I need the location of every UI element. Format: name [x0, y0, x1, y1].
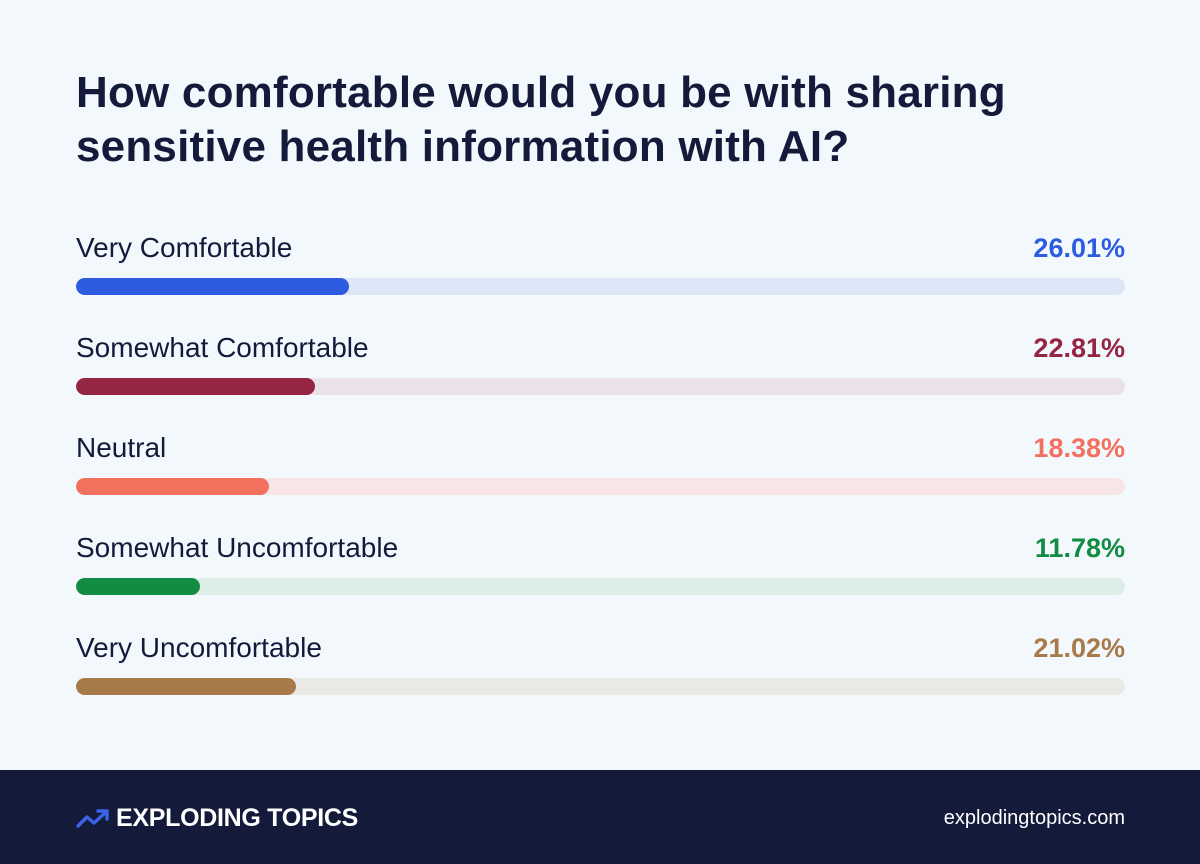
- value-label: 18.38%: [1033, 433, 1125, 463]
- bar-fill: [76, 478, 269, 495]
- bar-row: Somewhat Comfortable 22.81%: [76, 328, 1125, 428]
- category-label: Very Comfortable: [76, 232, 293, 263]
- trend-arrow-icon: [76, 809, 109, 828]
- value-label: 26.01%: [1033, 233, 1125, 263]
- bar-fill: [76, 378, 316, 395]
- bar-row: Very Comfortable 26.01%: [76, 228, 1125, 328]
- category-label: Neutral: [76, 432, 167, 463]
- bar-fill: [76, 678, 297, 695]
- website-link[interactable]: explodingtopics.com: [943, 807, 1125, 829]
- category-label: Somewhat Comfortable: [76, 332, 369, 363]
- chart-title-line-2: sensitive health information with AI?: [76, 122, 850, 171]
- bar-track: [76, 278, 1125, 295]
- bar-track: [76, 478, 1125, 495]
- bar-fill: [76, 278, 349, 295]
- value-label: 22.81%: [1033, 333, 1125, 363]
- category-label: Very Uncomfortable: [76, 632, 322, 663]
- bar-track: [76, 578, 1125, 595]
- bar-row: Very Uncomfortable 21.02%: [76, 628, 1125, 728]
- bar-fill: [76, 578, 200, 595]
- footer: EXPLODING TOPICS explodingtopics.com: [0, 770, 1200, 864]
- bar-chart: Very Comfortable 26.01% Somewhat Comfortab…: [76, 228, 1125, 728]
- value-label: 11.78%: [1034, 533, 1125, 563]
- bar-track: [76, 378, 1125, 395]
- brand-name: EXPLODING TOPICS: [116, 804, 359, 832]
- chart-title: How comfortable would you be with sharin…: [76, 66, 1136, 174]
- bar-row: Somewhat Uncomfortable 11.78%: [76, 528, 1125, 628]
- bar-row: Neutral 18.38%: [76, 428, 1125, 528]
- chart-title-line-1: How comfortable would you be with sharin…: [76, 68, 1006, 117]
- category-label: Somewhat Uncomfortable: [76, 532, 399, 563]
- brand-logo[interactable]: EXPLODING TOPICS: [76, 803, 358, 833]
- value-label: 21.02%: [1033, 633, 1125, 663]
- bar-track: [76, 678, 1125, 695]
